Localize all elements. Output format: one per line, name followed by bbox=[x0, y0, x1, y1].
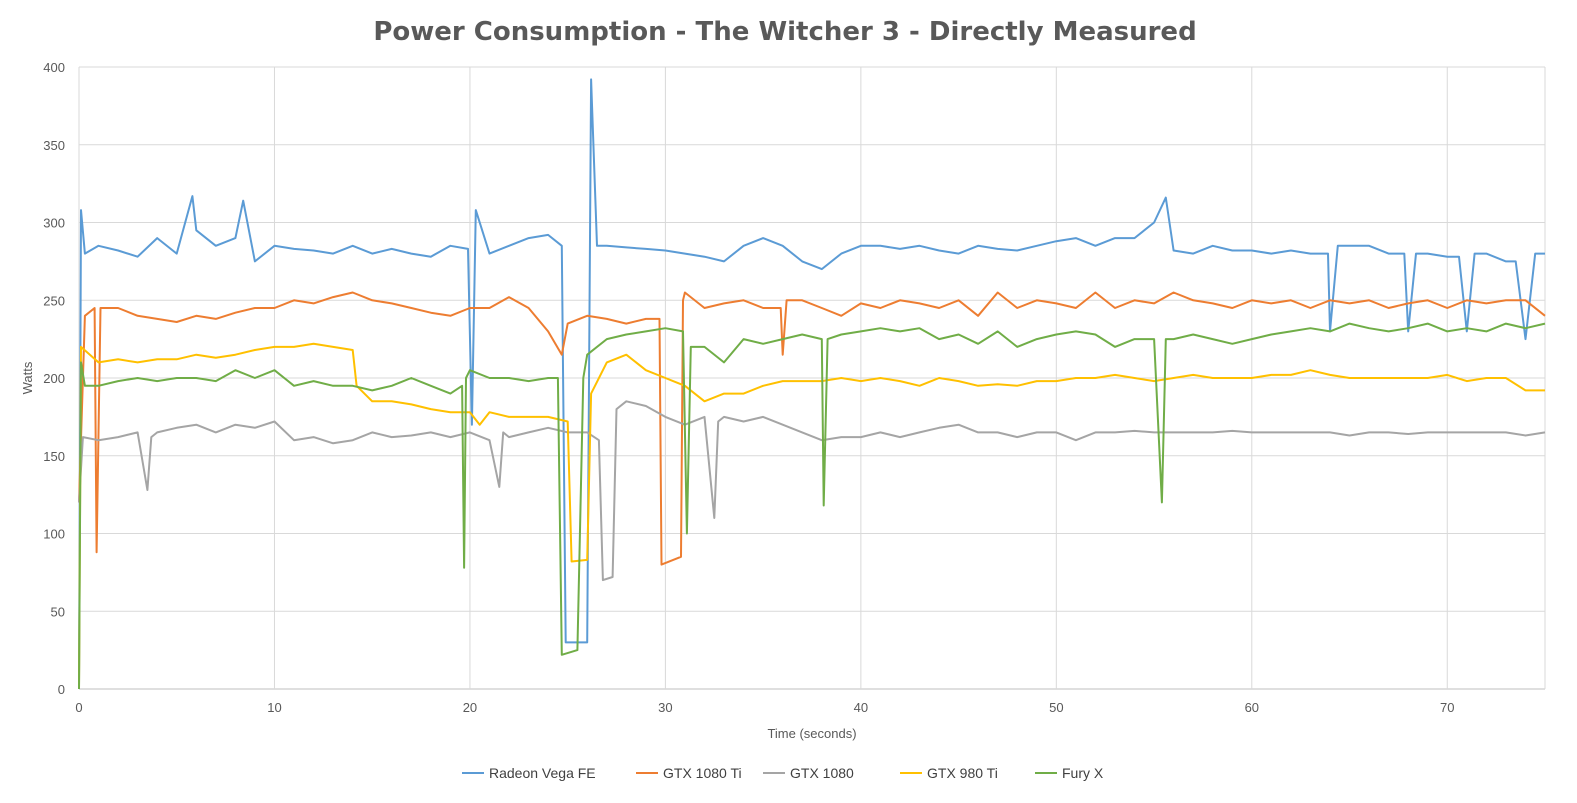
x-axis-label: Time (seconds) bbox=[767, 726, 856, 741]
legend-label: GTX 1080 Ti bbox=[663, 765, 742, 781]
series-line-gtx-1080-ti bbox=[78, 291, 1546, 566]
y-tick-label: 400 bbox=[43, 60, 65, 75]
series-line-fury-x bbox=[78, 322, 1546, 690]
x-tick-label: 60 bbox=[1245, 700, 1259, 715]
legend-item: Fury X bbox=[1035, 765, 1104, 781]
series-line-radeon-vega-fe bbox=[78, 78, 1545, 690]
x-tick-label: 20 bbox=[463, 700, 477, 715]
legend-item: GTX 1080 Ti bbox=[636, 765, 742, 781]
y-tick-label: 150 bbox=[43, 449, 65, 464]
series-lines bbox=[78, 78, 1546, 690]
gridlines bbox=[78, 66, 1546, 690]
x-tick-label: 10 bbox=[267, 700, 281, 715]
legend-item: Radeon Vega FE bbox=[462, 765, 596, 781]
y-tick-label: 50 bbox=[51, 604, 65, 619]
y-tick-label: 100 bbox=[43, 527, 65, 542]
y-axis-label: Watts bbox=[20, 361, 35, 394]
x-tick-label: 50 bbox=[1049, 700, 1063, 715]
y-tick-label: 350 bbox=[43, 138, 65, 153]
y-tick-label: 0 bbox=[58, 682, 65, 697]
legend-label: Fury X bbox=[1062, 765, 1104, 781]
y-tick-label: 200 bbox=[43, 371, 65, 386]
x-tick-label: 70 bbox=[1440, 700, 1454, 715]
y-tick-label: 250 bbox=[43, 293, 65, 308]
axis-ticks: 0 50 100 150 200 250 300 350 400 0 10 20 30 40 50 60 70 bbox=[43, 60, 1454, 715]
x-tick-label: 0 bbox=[75, 700, 82, 715]
x-tick-label: 40 bbox=[854, 700, 868, 715]
series-line-gtx-1080 bbox=[78, 400, 1546, 582]
y-tick-label: 300 bbox=[43, 216, 65, 231]
series-line-gtx-980-ti bbox=[78, 342, 1545, 690]
chart-title: Power Consumption - The Witcher 3 - Dire… bbox=[373, 17, 1196, 47]
legend-label: Radeon Vega FE bbox=[489, 765, 596, 781]
legend-label: GTX 980 Ti bbox=[927, 765, 998, 781]
x-tick-label: 30 bbox=[658, 700, 672, 715]
legend-item: GTX 1080 bbox=[763, 765, 854, 781]
legend: Radeon Vega FE GTX 1080 Ti GTX 1080 GTX 980… bbox=[462, 765, 1104, 781]
legend-item: GTX 980 Ti bbox=[900, 765, 998, 781]
legend-label: GTX 1080 bbox=[790, 765, 854, 781]
